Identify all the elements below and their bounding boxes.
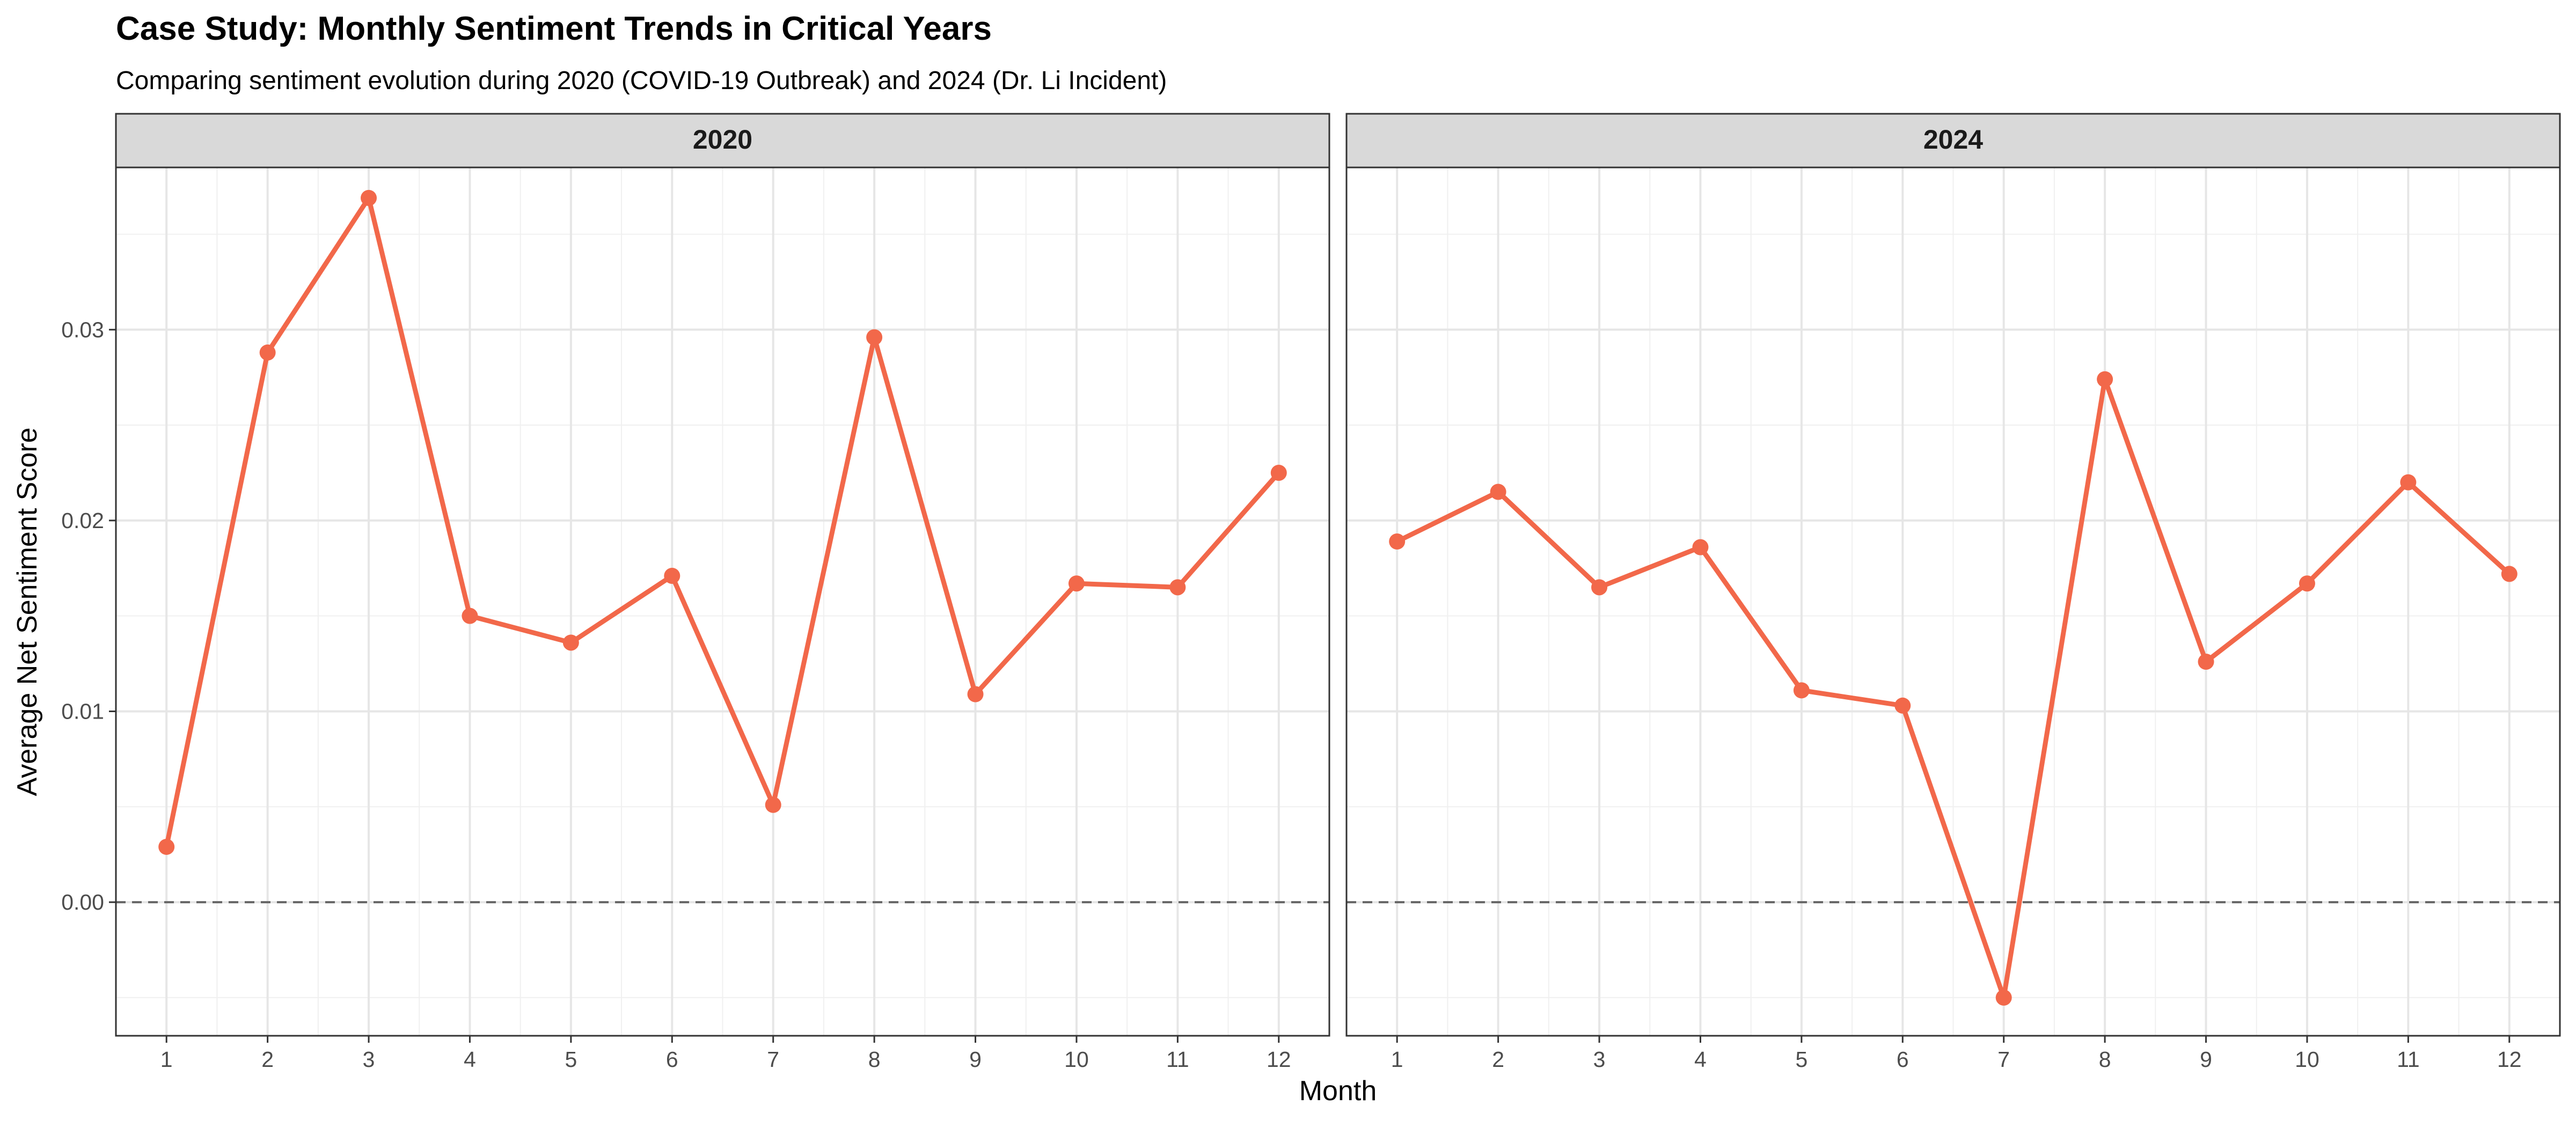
x-tick-label: 6 <box>1897 1047 1909 1072</box>
panel-border <box>1345 166 2561 1037</box>
data-point <box>158 838 175 855</box>
facet-strip <box>1345 113 2561 169</box>
x-tick-label: 5 <box>565 1047 577 1072</box>
facet-strip-label: 2024 <box>1923 125 1983 155</box>
x-tick-label: 4 <box>1694 1047 1707 1072</box>
data-point <box>462 608 478 624</box>
series-line-2024 <box>1394 377 2512 1000</box>
x-tick-label: 11 <box>2397 1047 2420 1072</box>
x-tick-label: 1 <box>1391 1047 1403 1072</box>
x-tick-label: 11 <box>1166 1047 1189 1072</box>
x-tick-label: 7 <box>767 1047 779 1072</box>
x-tick-label: 1 <box>160 1047 173 1072</box>
data-point <box>2501 566 2518 582</box>
data-point <box>1270 464 1287 481</box>
chart-title: Case Study: Monthly Sentiment Trends in … <box>116 10 992 47</box>
data-point <box>866 329 883 346</box>
data-point <box>562 634 579 651</box>
data-point <box>1692 539 1709 555</box>
data-point <box>1389 533 1406 550</box>
facet-strip <box>115 113 1330 169</box>
x-tick-label: 4 <box>464 1047 476 1072</box>
x-tick-label: 6 <box>666 1047 678 1072</box>
x-tick-label: 2 <box>1492 1047 1504 1072</box>
data-point <box>1894 697 1911 714</box>
data-point <box>1995 989 2012 1006</box>
data-point <box>2299 575 2315 592</box>
x-tick-label: 3 <box>363 1047 375 1072</box>
y-tick-label: 0.03 <box>61 317 104 342</box>
data-point <box>1591 579 1608 596</box>
x-tick-label: 7 <box>1997 1047 2010 1072</box>
x-tick-label: 10 <box>2295 1047 2319 1072</box>
y-tick-label: 0.01 <box>61 699 104 723</box>
data-point <box>1490 484 1506 500</box>
x-tick-label: 12 <box>2497 1047 2522 1072</box>
x-tick-label: 5 <box>1795 1047 1807 1072</box>
data-point <box>361 189 377 206</box>
data-point <box>2097 371 2113 387</box>
series-line-2020 <box>164 195 1282 850</box>
x-axis-title: Month <box>1299 1075 1377 1107</box>
x-tick-label: 9 <box>969 1047 982 1072</box>
y-axis-title: Average Net Sentiment Score <box>12 428 43 796</box>
facet-strip-label: 2020 <box>693 125 752 155</box>
x-tick-label: 3 <box>1593 1047 1606 1072</box>
x-tick-label: 9 <box>2200 1047 2212 1072</box>
data-point <box>765 796 781 813</box>
y-axis: 0.00 0.01 0.02 0.03 <box>61 317 116 914</box>
data-point <box>967 686 984 702</box>
chart-subtitle: Comparing sentiment evolution during 202… <box>116 67 1167 95</box>
data-point <box>664 567 680 584</box>
y-tick-label: 0.02 <box>61 508 104 533</box>
data-point <box>2400 474 2417 491</box>
panel-border <box>115 166 1330 1037</box>
x-tick-label: 12 <box>1267 1047 1291 1072</box>
x-tick-label: 8 <box>2099 1047 2111 1072</box>
data-point <box>259 344 276 361</box>
data-point <box>1793 682 1810 699</box>
x-tick-label: 8 <box>868 1047 881 1072</box>
y-tick-label: 0.00 <box>61 890 104 914</box>
x-tick-label: 10 <box>1064 1047 1089 1072</box>
data-point <box>1169 579 1186 596</box>
x-tick-label: 2 <box>261 1047 274 1072</box>
data-point <box>2198 654 2214 670</box>
data-point <box>1068 575 1085 592</box>
